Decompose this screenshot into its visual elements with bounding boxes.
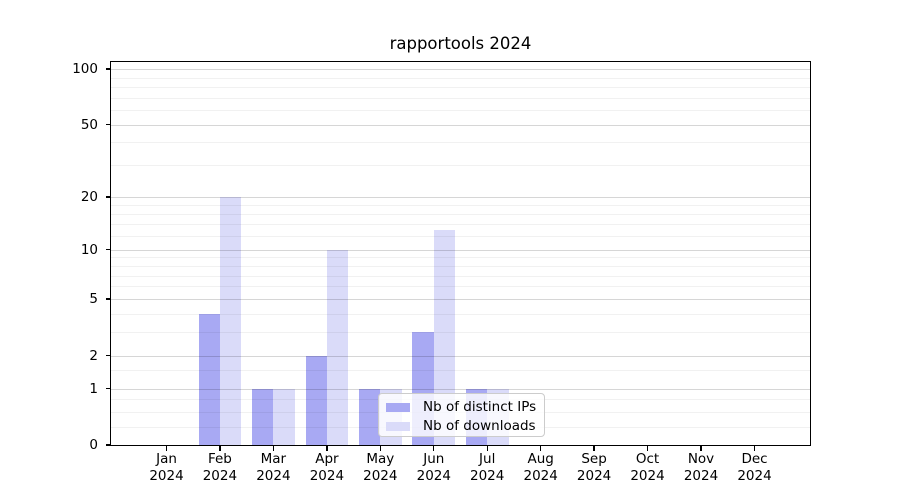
x-tick-label: Oct 2024 (613, 451, 683, 484)
gridline-minor (111, 236, 810, 237)
legend-item-distinct-ips: Nb of distinct IPs (386, 398, 544, 416)
gridline-major (111, 69, 810, 70)
gridline-major (111, 124, 810, 126)
y-tick-label: 2 (89, 347, 98, 364)
bar-downloads (219, 196, 242, 445)
x-tick-label-year: 2024 (683, 467, 719, 484)
gridline-minor (111, 142, 810, 144)
x-tick-label-year: 2024 (576, 467, 612, 484)
gridline-minor (111, 224, 810, 226)
x-tick-label: Aug 2024 (506, 451, 576, 484)
x-tick (272, 446, 275, 451)
x-tick-label-year: 2024 (523, 467, 558, 484)
y-tick (106, 68, 111, 70)
bar-distinct-ips (198, 313, 220, 445)
x-tick-label-year: 2024 (202, 467, 238, 484)
gridline-minor (111, 77, 810, 79)
gridline-minor (111, 266, 810, 267)
x-tick (486, 446, 488, 451)
gridline-minor (111, 165, 810, 167)
y-tick-label: 5 (89, 291, 98, 307)
gridline-minor (111, 86, 810, 88)
gridline-minor (111, 97, 810, 99)
bar-distinct-ips (358, 388, 381, 445)
gridline-minor (111, 286, 810, 288)
y-tick-label: 50 (80, 116, 98, 133)
gridline-minor (111, 110, 810, 111)
x-tick (326, 446, 328, 451)
x-tick (165, 446, 168, 451)
bar-downloads (326, 249, 349, 445)
x-tick-label: Nov 2024 (666, 451, 736, 484)
gridline-minor (111, 257, 810, 259)
chart-title: rapportools 2024 (389, 34, 532, 53)
legend-label-distinct-ips: Nb of distinct IPs (423, 399, 537, 415)
x-tick-label: Mar 2024 (238, 451, 308, 484)
x-tick-label: Jul 2024 (452, 451, 522, 484)
y-tick-label: 1 (89, 380, 98, 397)
x-tick-label: Apr 2024 (292, 451, 362, 484)
x-tick-label-year: 2024 (363, 467, 398, 484)
x-tick-label-year: 2024 (630, 467, 665, 484)
x-tick-label: May 2024 (345, 451, 415, 484)
x-tick-label-year: 2024 (470, 467, 505, 484)
x-tick-label: Jan 2024 (132, 451, 202, 484)
bar-downloads (273, 388, 295, 445)
x-tick-label: Sep 2024 (559, 451, 629, 484)
legend-item-downloads: Nb of downloads (386, 417, 544, 435)
x-tick-label: Dec 2024 (720, 451, 790, 484)
y-tick-label: 100 (72, 61, 98, 77)
bar-downloads (433, 230, 456, 445)
gridline-minor (111, 313, 810, 315)
y-tick (106, 196, 111, 198)
y-tick (106, 444, 111, 446)
x-tick (219, 446, 221, 451)
legend-swatch-downloads-icon (386, 421, 410, 431)
y-tick-label: 0 (89, 437, 98, 453)
bar-distinct-ips (305, 355, 327, 445)
x-tick (700, 446, 702, 451)
x-tick-label-year: 2024 (149, 467, 184, 484)
x-tick-label-year: 2024 (416, 467, 451, 484)
gridline-minor (111, 205, 810, 207)
x-tick-label-year: 2024 (309, 467, 345, 484)
gridline-minor (111, 275, 810, 277)
gridline-minor (111, 214, 810, 216)
legend: Nb of distinct IPs Nb of downloads (378, 393, 545, 437)
gridline-major (111, 299, 810, 300)
gridline-major (111, 355, 810, 357)
gridline-minor (111, 332, 810, 333)
x-tick (379, 446, 381, 451)
x-tick (433, 446, 435, 451)
y-tick (106, 387, 111, 390)
gridline-major (111, 388, 810, 390)
y-tick (106, 354, 111, 357)
x-tick (646, 446, 649, 451)
x-tick (593, 446, 595, 451)
gridline-major (111, 249, 810, 251)
legend-label-downloads: Nb of downloads (423, 418, 536, 434)
x-tick (753, 446, 756, 451)
y-tick-label: 20 (80, 188, 98, 205)
y-tick-label: 10 (80, 241, 98, 258)
x-tick-label-year: 2024 (737, 467, 772, 484)
y-tick (106, 298, 111, 300)
x-tick-label: Feb 2024 (185, 451, 255, 484)
gridline-minor (111, 370, 810, 372)
x-tick-label-year: 2024 (256, 467, 291, 484)
bar-distinct-ips (252, 388, 274, 445)
y-tick (106, 123, 111, 126)
x-tick (540, 446, 542, 451)
gridline-major (111, 196, 810, 198)
y-tick (106, 248, 111, 251)
x-tick-label: Jun 2024 (399, 451, 469, 484)
legend-swatch-distinct-ips-icon (386, 402, 410, 412)
